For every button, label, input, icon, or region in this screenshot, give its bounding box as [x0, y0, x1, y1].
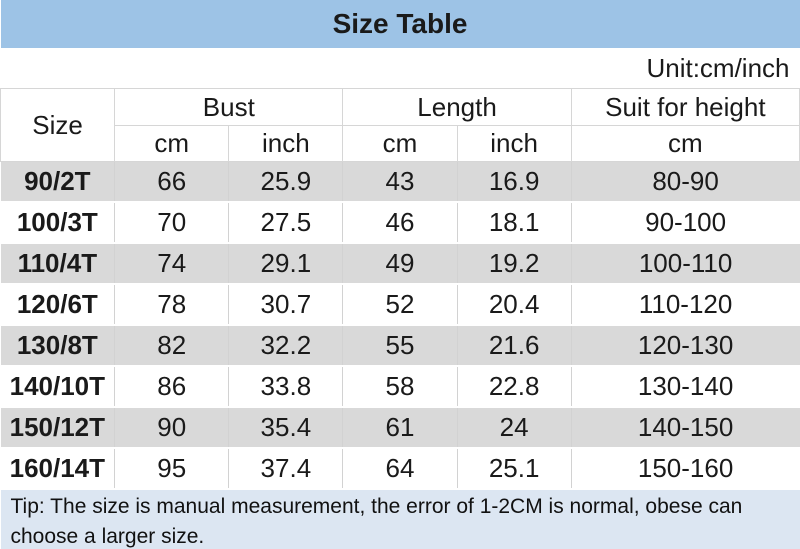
table-row: 110/4T 74 29.1 49 19.2 100-110	[0, 243, 800, 285]
column-header-size: Size	[0, 88, 116, 162]
bust-inch-value: 37.4	[228, 448, 344, 490]
column-header-length: Length	[342, 88, 572, 126]
table-row: 140/10T 86 33.8 58 22.8 130-140	[0, 366, 800, 408]
length-inch-value: 22.8	[457, 366, 572, 408]
bust-inch-value: 25.9	[228, 161, 344, 203]
size-value: 160/14T	[0, 448, 116, 490]
length-cm-value: 58	[342, 366, 458, 408]
height-range-value: 110-120	[571, 284, 800, 326]
bust-cm-value: 95	[114, 448, 230, 490]
bust-inch-value: 30.7	[228, 284, 344, 326]
bust-inch-value: 29.1	[228, 243, 344, 285]
column-header-bust-cm: cm	[114, 125, 230, 162]
bust-cm-value: 66	[114, 161, 230, 203]
size-value: 140/10T	[0, 366, 116, 408]
height-range-value: 120-130	[571, 325, 800, 367]
size-value: 150/12T	[0, 407, 116, 449]
header-row-units: cm inch cm inch cm	[1, 125, 800, 162]
size-value: 120/6T	[0, 284, 116, 326]
height-range-value: 80-90	[571, 161, 800, 203]
size-value: 130/8T	[0, 325, 116, 367]
bust-inch-value: 32.2	[228, 325, 344, 367]
unit-note: Unit:cm/inch	[0, 48, 800, 89]
column-header-bust-inch: inch	[228, 125, 344, 162]
bust-cm-value: 78	[114, 284, 230, 326]
length-inch-value: 20.4	[457, 284, 572, 326]
column-header-length-cm: cm	[342, 125, 458, 162]
bust-cm-value: 82	[114, 325, 230, 367]
table-row: 120/6T 78 30.7 52 20.4 110-120	[0, 284, 800, 326]
bust-cm-value: 86	[114, 366, 230, 408]
table-row: 160/14T 95 37.4 64 25.1 150-160	[0, 448, 800, 490]
height-range-value: 140-150	[571, 407, 800, 449]
length-cm-value: 49	[342, 243, 458, 285]
size-value: 110/4T	[0, 243, 116, 285]
bust-inch-value: 33.8	[228, 366, 344, 408]
bust-inch-value: 35.4	[228, 407, 344, 449]
length-cm-value: 43	[342, 161, 458, 203]
bust-inch-value: 27.5	[228, 202, 344, 244]
length-cm-value: 64	[342, 448, 458, 490]
column-header-suit-for-height: Suit for height	[570, 88, 800, 126]
length-cm-value: 61	[342, 407, 458, 449]
tip-row: Tip: The size is manual measurement, the…	[0, 488, 800, 549]
table-row: 90/2T 66 25.9 43 16.9 80-90	[0, 161, 800, 203]
unit-row: Unit:cm/inch	[0, 48, 800, 89]
length-cm-value: 52	[342, 284, 458, 326]
length-inch-value: 21.6	[457, 325, 572, 367]
length-inch-value: 25.1	[457, 448, 572, 490]
height-range-value: 150-160	[571, 448, 800, 490]
table-row: 150/12T 90 35.4 61 24 140-150	[0, 407, 800, 449]
measurement-tip-text: Tip: The size is manual measurement, the…	[0, 488, 800, 549]
page-title: Size Table	[0, 0, 800, 48]
height-range-value: 130-140	[571, 366, 800, 408]
bust-cm-value: 90	[114, 407, 230, 449]
length-inch-value: 18.1	[457, 202, 572, 244]
header-row-groups: Size Bust Length Suit for height	[0, 88, 800, 162]
height-range-value: 90-100	[571, 202, 800, 244]
table-row: 100/3T 70 27.5 46 18.1 90-100	[0, 202, 800, 244]
length-inch-value: 24	[457, 407, 572, 449]
column-header-length-inch: inch	[456, 125, 572, 162]
height-range-value: 100-110	[571, 243, 800, 285]
length-cm-value: 55	[342, 325, 458, 367]
column-header-height-cm: cm	[570, 125, 800, 162]
bust-cm-value: 70	[114, 202, 230, 244]
length-inch-value: 19.2	[457, 243, 572, 285]
length-cm-value: 46	[342, 202, 458, 244]
length-inch-value: 16.9	[457, 161, 572, 203]
size-value: 100/3T	[0, 202, 116, 244]
table-row: 130/8T 82 32.2 55 21.6 120-130	[0, 325, 800, 367]
size-value: 90/2T	[0, 161, 116, 203]
column-header-bust: Bust	[114, 88, 344, 126]
bust-cm-value: 74	[114, 243, 230, 285]
title-row: Size Table	[0, 0, 800, 48]
